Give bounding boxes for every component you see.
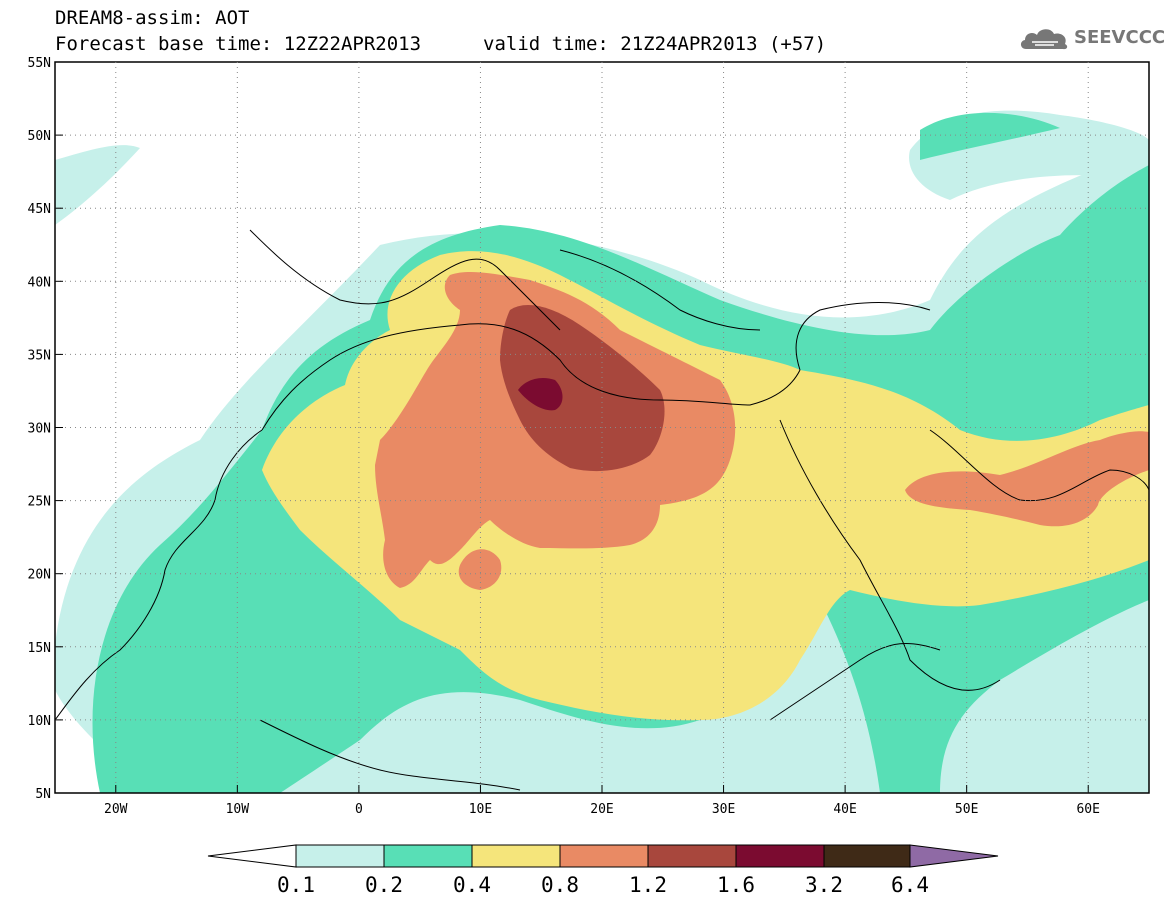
aot-band-1.6	[518, 378, 563, 411]
lat-tick-label: 30N	[28, 422, 51, 437]
colorbar-arrow-left	[207, 844, 297, 868]
colorbar-label: 3.2	[805, 873, 843, 897]
colorbar: 0.1 0.2 0.4 0.8 1.2 1.6 3.2 6.4	[207, 844, 999, 897]
colorbar-swatch-4	[559, 844, 649, 868]
lon-tick-label: 50E	[955, 802, 978, 817]
lat-tick-label: 50N	[28, 129, 51, 144]
colorbar-label: 1.2	[629, 873, 667, 897]
lat-tick-label: 5N	[35, 787, 51, 802]
lat-tick-label: 40N	[28, 275, 51, 290]
longitude-axis: 20W 10W 0 10E 20E 30E 40E 50E 60E	[104, 785, 1100, 817]
lon-tick-label: 10E	[469, 802, 492, 817]
colorbar-swatch-3	[471, 844, 561, 868]
colorbar-arrow-right	[909, 844, 999, 868]
colorbar-swatch-6	[735, 844, 825, 868]
colorbar-label: 1.6	[717, 873, 755, 897]
lon-tick-label: 40E	[833, 802, 856, 817]
colorbar-label: 6.4	[891, 873, 929, 897]
colorbar-swatch-2	[383, 844, 473, 868]
lon-tick-label: 20E	[590, 802, 613, 817]
cloud-icon	[1020, 29, 1068, 50]
lon-tick-label: 30E	[712, 802, 735, 817]
colorbar-swatch-1	[295, 844, 385, 868]
lon-tick-label: 60E	[1076, 802, 1099, 817]
lat-tick-label: 35N	[28, 348, 51, 363]
lat-tick-label: 25N	[28, 495, 51, 510]
lon-tick-label: 0	[355, 802, 363, 817]
map-title: DREAM8-assim: AOT	[55, 7, 250, 29]
lat-tick-label: 45N	[28, 202, 51, 217]
forecast-base-time: Forecast base time: 12Z22APR2013	[55, 33, 422, 55]
lat-tick-label: 15N	[28, 641, 51, 656]
colorbar-label: 0.8	[541, 873, 579, 897]
colorbar-label: 0.1	[277, 873, 315, 897]
colorbar-swatch-7	[823, 844, 911, 868]
colorbar-swatch-5	[647, 844, 737, 868]
lon-tick-label: 20W	[104, 802, 128, 817]
lon-tick-label: 10W	[226, 802, 250, 817]
seevccc-logo: SEEVCCC	[1018, 22, 1165, 52]
graticule	[55, 62, 1149, 793]
coastlines	[55, 229, 1149, 791]
aot-field	[55, 110, 1149, 793]
lat-tick-label: 20N	[28, 568, 51, 583]
colorbar-label: 0.2	[365, 873, 403, 897]
aot-band-1.2	[500, 305, 665, 472]
colorbar-label: 0.4	[453, 873, 491, 897]
latitude-axis: 5N 10N 15N 20N 25N 30N 35N 40N 45N 50N 55N	[28, 56, 63, 802]
valid-time: valid time: 21Z24APR2013 (+57)	[483, 33, 827, 55]
lat-tick-label: 55N	[28, 56, 51, 71]
lat-tick-label: 10N	[28, 714, 51, 729]
logo-text: SEEVCCC	[1074, 26, 1165, 48]
